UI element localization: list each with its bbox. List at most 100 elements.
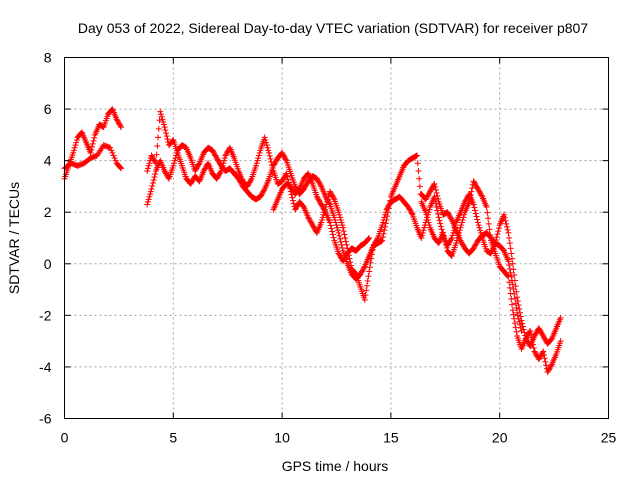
data-point (444, 209, 451, 216)
data-point (363, 282, 370, 289)
data-point (336, 251, 343, 258)
data-point (187, 180, 194, 187)
data-point (213, 153, 220, 160)
data-point (416, 183, 423, 190)
data-point (471, 204, 478, 211)
data-point (532, 349, 539, 356)
data-point (289, 197, 296, 204)
data-point (319, 214, 326, 221)
data-point (244, 183, 251, 190)
data-point (171, 157, 178, 164)
data-point (310, 223, 317, 230)
data-point (361, 296, 368, 303)
data-point (332, 219, 339, 226)
data-point (152, 160, 159, 167)
data-point (254, 157, 261, 164)
data-point (149, 155, 156, 162)
data-point (283, 170, 290, 177)
data-point (145, 196, 152, 203)
data-point (446, 213, 453, 220)
data-point (494, 231, 501, 238)
data-point (485, 215, 492, 222)
data-point (72, 142, 79, 149)
data-point (165, 174, 172, 181)
data-point (477, 189, 484, 196)
data-point (91, 134, 98, 141)
y-tick-label: 6 (44, 101, 52, 117)
data-point (437, 223, 444, 230)
data-point (293, 204, 300, 211)
data-point (256, 149, 263, 156)
data-point (474, 219, 481, 226)
data-point (331, 214, 338, 221)
data-point (506, 240, 513, 247)
data-point (152, 158, 159, 165)
data-point (472, 207, 479, 214)
data-point (523, 334, 530, 341)
data-point (359, 267, 366, 274)
data-point (290, 200, 297, 207)
data-point (424, 193, 431, 200)
data-point (384, 213, 391, 220)
data-point (300, 203, 307, 210)
data-point (509, 301, 516, 308)
data-point (474, 216, 481, 223)
data-point (361, 264, 368, 271)
data-point (470, 245, 477, 252)
data-point (161, 124, 168, 131)
data-point (527, 327, 534, 334)
data-point (505, 258, 512, 265)
data-point (335, 229, 342, 236)
series-track-d (144, 108, 564, 376)
data-point (432, 186, 439, 193)
data-point (407, 207, 414, 214)
data-point (548, 362, 555, 369)
data-point (511, 295, 518, 302)
data-point (449, 232, 456, 239)
data-point (193, 165, 200, 172)
data-point (289, 187, 296, 194)
data-point (445, 211, 452, 218)
data-point (445, 210, 452, 217)
data-point (292, 206, 299, 213)
data-point (151, 157, 158, 164)
data-point (459, 216, 466, 223)
data-point (535, 356, 542, 363)
data-point (547, 363, 554, 370)
series-track-a (61, 106, 125, 182)
data-point (340, 256, 347, 263)
data-point (457, 224, 464, 231)
data-point (366, 264, 373, 271)
data-point (364, 277, 371, 284)
data-point (448, 236, 455, 243)
data-point (414, 152, 421, 159)
data-point (470, 178, 477, 185)
data-point (212, 152, 219, 159)
data-point (194, 164, 201, 171)
data-point (164, 136, 171, 143)
data-point (509, 307, 516, 314)
data-point (424, 192, 431, 199)
data-point (532, 351, 539, 358)
data-point (493, 234, 500, 241)
data-point (425, 191, 432, 198)
data-point (144, 201, 151, 208)
data-point (317, 200, 324, 207)
data-point (506, 235, 513, 241)
data-point (340, 224, 347, 231)
data-point (517, 324, 524, 331)
data-point (507, 245, 514, 252)
data-point (512, 300, 519, 307)
data-point (87, 149, 94, 156)
data-point (506, 284, 513, 291)
data-point (476, 188, 483, 195)
data-point (172, 155, 179, 162)
data-point (458, 240, 465, 247)
data-point (189, 176, 196, 183)
data-point (537, 353, 544, 360)
data-point (337, 214, 344, 221)
data-point (334, 227, 341, 234)
data-point (337, 216, 344, 223)
data-point (342, 254, 349, 261)
data-point (475, 187, 482, 194)
